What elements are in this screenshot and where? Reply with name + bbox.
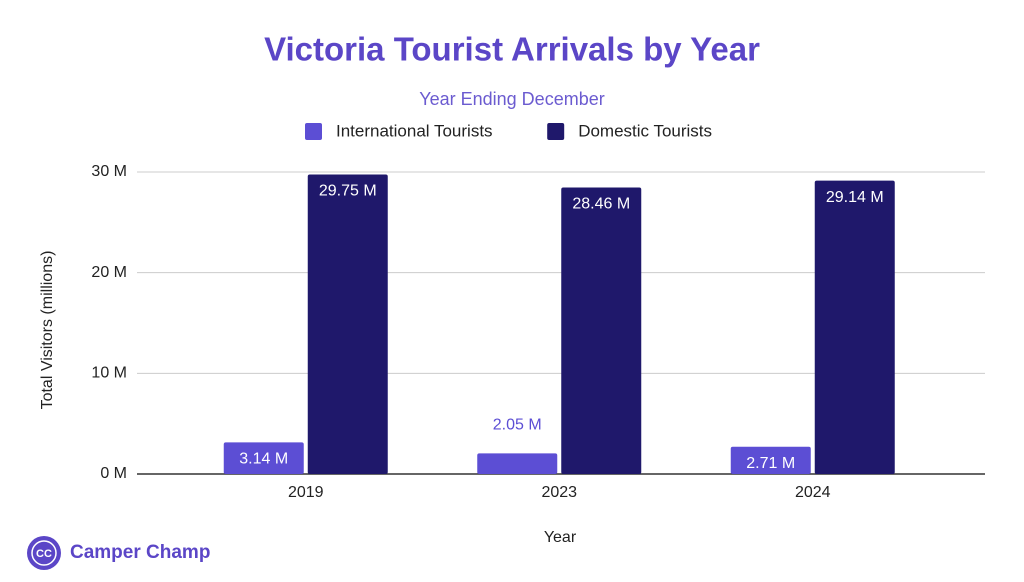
legend-label: International Tourists [336,121,493,140]
bar [730,446,811,474]
bar [307,174,388,474]
data-label: 29.14 M [826,189,884,206]
bar [814,180,895,474]
chart-title: Victoria Tourist Arrivals by Year [264,31,760,68]
legend-swatch [547,123,565,140]
data-label: 2.71 M [746,455,795,472]
x-tick-label: 2024 [795,484,831,501]
bar [477,453,558,474]
data-label: 29.75 M [319,183,377,200]
brand-initials: CC [36,548,52,560]
legend-swatch [305,123,322,140]
chart-subtitle: Year Ending December [419,89,604,109]
y-tick-label: 20 M [91,264,127,281]
x-axis-label: Year [544,529,577,546]
x-tick-label: 2023 [541,484,577,501]
brand-logo-ring [31,540,57,566]
x-tick-label: 2019 [288,484,324,501]
y-tick-label: 0 M [100,465,127,482]
bar [223,442,304,474]
data-label: 28.46 M [572,196,630,213]
data-label: 3.14 M [239,451,288,468]
bar [561,187,642,474]
brand-name: Camper Champ [70,542,210,563]
y-tick-label: 10 M [91,365,127,382]
y-axis-label: Total Visitors (millions) [39,251,56,410]
legend-label: Domestic Tourists [578,121,712,140]
data-label: 2.05 M [493,417,542,434]
y-tick-label: 30 M [91,163,127,180]
